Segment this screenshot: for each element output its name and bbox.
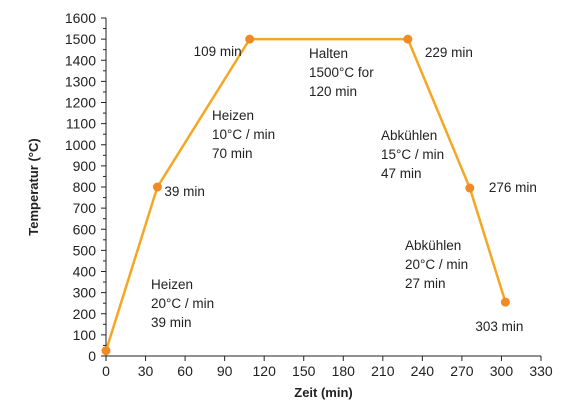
y-tick-label: 1400	[65, 52, 96, 68]
x-tick-label: 330	[529, 363, 553, 379]
y-axis-title: Temperatur (°C)	[26, 138, 41, 235]
axes: 0100200300400500600700800900100011001200…	[65, 10, 553, 379]
y-tick-label: 1300	[65, 73, 96, 89]
point-label: 303 min	[475, 319, 523, 334]
point-label: 39 min	[164, 184, 205, 199]
data-point	[101, 346, 111, 356]
y-tick-label: 600	[73, 221, 97, 237]
x-tick-label: 60	[177, 363, 193, 379]
x-tick-label: 30	[138, 363, 154, 379]
phase-annotation: Abkühlen 20°C / min 27 min	[405, 238, 468, 291]
x-tick-label: 180	[332, 363, 356, 379]
y-tick-label: 300	[73, 285, 97, 301]
data-point	[152, 182, 162, 192]
labels-layer: 39 min 109 min 229 min 276 min 303 min Heizen…	[151, 44, 537, 334]
phase-annotation: Abkühlen 15°C / min 47 min	[381, 128, 444, 181]
y-tick-label: 1200	[65, 95, 96, 111]
phase-annotation: Halten 1500°C for 120 min	[309, 46, 374, 99]
y-tick-label: 700	[73, 200, 97, 216]
point-label: 229 min	[425, 45, 473, 60]
y-tick-label: 400	[73, 264, 97, 280]
point-label: 109 min	[194, 44, 242, 59]
y-tick-label: 900	[73, 158, 97, 174]
x-tick-label: 0	[102, 363, 110, 379]
data-point	[245, 34, 255, 44]
y-tick-label: 500	[73, 242, 97, 258]
point-label: 276 min	[489, 180, 537, 195]
y-tick-label: 100	[73, 327, 97, 343]
x-tick-label: 300	[490, 363, 514, 379]
x-tick-label: 210	[371, 363, 395, 379]
x-axis-title: Zeit (min)	[294, 385, 353, 400]
y-tick-label: 800	[73, 179, 97, 195]
y-tick-label: 1600	[65, 10, 96, 26]
x-tick-label: 120	[253, 363, 277, 379]
series-layer	[101, 34, 510, 356]
x-tick-label: 150	[292, 363, 316, 379]
phase-annotation: Heizen 20°C / min 39 min	[151, 277, 214, 330]
data-point	[403, 34, 413, 44]
phase-annotation: Heizen 10°C / min 70 min	[212, 108, 275, 161]
y-tick-label: 1500	[65, 31, 96, 47]
y-tick-label: 1100	[66, 116, 96, 132]
x-tick-label: 240	[411, 363, 435, 379]
y-tick-label: 200	[73, 306, 97, 322]
data-point	[500, 297, 510, 307]
data-point	[465, 183, 475, 193]
y-tick-label: 1000	[65, 137, 96, 153]
x-tick-label: 270	[450, 363, 474, 379]
y-tick-label: 0	[88, 348, 96, 364]
x-tick-label: 90	[217, 363, 233, 379]
temperature-line	[104, 37, 507, 352]
